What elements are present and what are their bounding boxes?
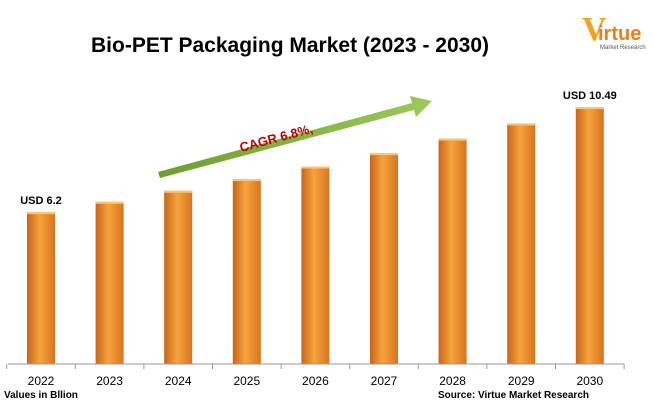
x-tick-label: 2024 [165, 374, 192, 388]
bar-2025 [232, 179, 261, 364]
x-tick-labels: 2022 2023 2024 2025 2026 2027 2028 2029 2030 [28, 374, 604, 388]
x-tick-label: 2025 [233, 374, 260, 388]
chart-title: Bio-PET Packaging Market (2023 - 2030) [91, 34, 489, 57]
cagr-arrow [158, 96, 432, 178]
bar-2023 [95, 201, 124, 364]
virtue-logo: V irtue Market Research [582, 11, 646, 51]
bar-top-highlight [301, 166, 330, 169]
bar-2029 [507, 123, 536, 364]
bar-2022 [27, 212, 55, 364]
bar-2027 [370, 153, 398, 364]
source-note: Source: Virtue Market Research [438, 390, 589, 401]
x-tick-label: 2026 [302, 374, 329, 388]
x-tick-label: 2030 [576, 374, 603, 388]
bar-top-highlight [95, 201, 124, 204]
bar-2026 [301, 166, 330, 364]
x-axis-tickmarks [6, 364, 625, 369]
x-tick-label: 2027 [371, 374, 398, 388]
bar-2030 [575, 106, 604, 365]
data-label: USD 6.2 [20, 195, 62, 207]
logo-initial: V [582, 11, 607, 48]
bar-top-highlight [232, 179, 261, 182]
x-tick-label: 2028 [439, 374, 466, 388]
bar-2028 [438, 138, 467, 364]
logo-word: irtue [598, 23, 641, 45]
logo-tagline: Market Research [600, 45, 646, 51]
bar-top-highlight [438, 138, 467, 141]
data-label: USD 10.49 [563, 90, 617, 102]
bars-group [27, 106, 604, 365]
bar-top-highlight [164, 190, 193, 193]
cagr-arrow-shape [158, 96, 432, 178]
bar-top-highlight [27, 212, 55, 215]
x-tick-label: 2029 [508, 374, 535, 388]
units-note: Values in Bllion [4, 390, 78, 401]
x-tick-label: 2022 [28, 374, 55, 388]
bar-top-highlight [507, 123, 536, 126]
bar-2024 [164, 190, 193, 364]
bar-top-highlight [370, 153, 398, 156]
data-labels: USD 6.2 USD 10.49 [20, 90, 616, 207]
cagr-annotation: CAGR 6.8%, [238, 121, 314, 155]
x-tick-label: 2023 [96, 374, 123, 388]
bar-top-highlight [575, 106, 604, 109]
